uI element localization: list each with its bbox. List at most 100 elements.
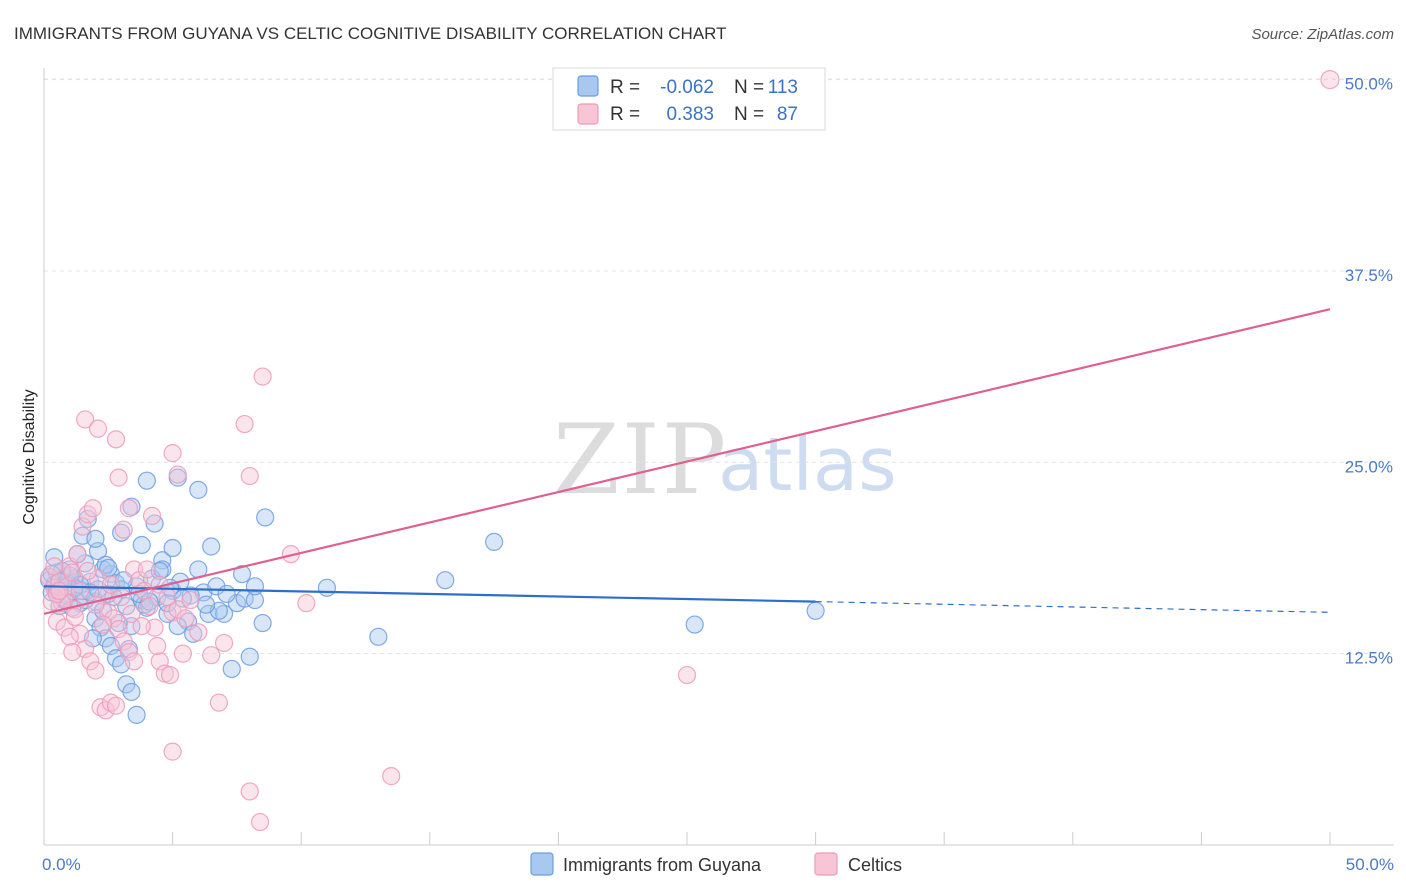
legend-n-label-2: N = xyxy=(734,104,764,125)
celtics-point-10 xyxy=(68,545,87,564)
celtics-point-43 xyxy=(160,665,180,685)
celtics-point-46 xyxy=(173,644,192,663)
guyana-point-81 xyxy=(436,571,455,590)
trend-line-celtics xyxy=(43,308,1331,615)
legend-r-label-2: R = xyxy=(610,104,640,125)
celtics-point-84 xyxy=(63,643,82,662)
celtics-point-35 xyxy=(119,499,138,518)
y-tick-label-0: 12.5% xyxy=(1345,649,1393,668)
celtics-point-75 xyxy=(70,581,90,600)
celtics-point-45 xyxy=(168,600,187,619)
celtics-point-77 xyxy=(86,595,105,614)
celtics-point-63 xyxy=(297,594,316,613)
guyana-point-50 xyxy=(112,523,131,542)
guyana-point-47 xyxy=(153,551,172,570)
trend-line-guyana-extension xyxy=(815,601,1331,613)
guyana-point-82 xyxy=(485,532,504,552)
celtics-point-17 xyxy=(104,609,123,628)
x-ticks xyxy=(43,832,1331,845)
celtics-point-9 xyxy=(63,563,82,582)
celtics-point-58 xyxy=(214,633,234,653)
axes xyxy=(43,68,1394,846)
celtics-point-26 xyxy=(91,698,110,717)
celtics-point-47 xyxy=(137,560,156,579)
guyana-point-70 xyxy=(222,659,241,679)
guyana-point-53 xyxy=(137,471,156,490)
celtics-point-31 xyxy=(88,419,108,438)
celtics-point-74 xyxy=(65,607,84,627)
bottom-legend-swatch-guyana xyxy=(530,852,554,876)
guyana-point-108 xyxy=(217,584,236,604)
y-tick-labels: 12.5% 25.0% 37.5% 50.0% xyxy=(1345,75,1393,668)
celtics-point-61 xyxy=(253,367,272,386)
trend-line-guyana xyxy=(43,585,816,603)
celtics-point-24 xyxy=(81,652,100,671)
celtics-point-55 xyxy=(189,623,208,642)
bottom-legend-label-celtics: Celtics xyxy=(848,855,902,875)
guyana-point-36 xyxy=(86,529,105,548)
celtics-point-82 xyxy=(132,616,151,636)
celtics-point-53 xyxy=(176,609,195,628)
guyana-point-104 xyxy=(140,592,159,611)
celtics-point-20 xyxy=(119,643,138,662)
guyana-point-107 xyxy=(196,595,216,614)
celtics-point-52 xyxy=(168,465,187,484)
guyana-point-80 xyxy=(369,627,388,646)
guyana-point-67 xyxy=(189,480,208,499)
celtics-point-67 xyxy=(382,767,401,786)
legend-r-value-1: -0.062 xyxy=(660,77,714,98)
guyana-point-76 xyxy=(256,508,275,527)
celtics-point-32 xyxy=(106,430,126,449)
legend-r-value-2: 0.383 xyxy=(666,104,714,125)
guyana-point-79 xyxy=(317,578,337,597)
celtics-point-36 xyxy=(124,560,144,579)
celtics-point-59 xyxy=(235,414,254,434)
series-celtics-points xyxy=(40,70,1340,832)
guyana-point-75 xyxy=(253,613,272,633)
celtics-point-79 xyxy=(101,575,120,594)
legend-n-label-1: N = xyxy=(734,77,764,98)
celtics-point-54 xyxy=(181,590,200,610)
celtics-point-29 xyxy=(106,696,126,715)
guyana-point-68 xyxy=(202,537,221,556)
bottom-legend: Immigrants from Guyana Celtics xyxy=(530,852,902,876)
celtics-point-57 xyxy=(209,693,228,712)
celtics-point-65 xyxy=(240,782,259,801)
y-tick-label-2: 37.5% xyxy=(1345,266,1393,285)
celtics-point-39 xyxy=(140,597,159,616)
legend-swatch-celtics xyxy=(577,103,599,125)
celtics-point-34 xyxy=(114,520,133,539)
guyana-point-69 xyxy=(214,604,234,623)
celtics-point-78 xyxy=(94,615,113,634)
legend-r-label-1: R = xyxy=(610,77,640,98)
celtics-point-25 xyxy=(86,661,105,680)
celtics-point-33 xyxy=(109,468,128,487)
watermark-atlas: atlas xyxy=(718,422,897,508)
trend-lines xyxy=(43,308,1331,615)
watermark: ZIP atlas xyxy=(553,404,897,516)
celtics-point-66 xyxy=(250,812,270,832)
celtics-point-85 xyxy=(50,581,69,600)
guyana-point-35 xyxy=(127,705,146,724)
celtics-point-76 xyxy=(78,561,97,581)
y-tick-label-3: 50.0% xyxy=(1345,75,1393,94)
y-tick-label-1: 25.0% xyxy=(1345,457,1393,476)
x-tick-label-min: 0.0% xyxy=(42,855,81,874)
guyana-point-84 xyxy=(806,601,825,620)
celtics-point-60 xyxy=(240,466,259,486)
guyana-point-52 xyxy=(132,535,151,555)
guyana-point-34 xyxy=(122,682,141,702)
chart-title: IMMIGRANTS FROM GUYANA VS CELTIC COGNITI… xyxy=(14,24,727,43)
x-tick-label-max: 50.0% xyxy=(1346,855,1394,874)
celtics-point-48 xyxy=(142,506,162,525)
legend-box: R = -0.062 N = 113 R = 0.383 N = 87 xyxy=(552,67,826,131)
celtics-point-50 xyxy=(158,587,177,607)
celtics-point-71 xyxy=(47,584,66,604)
celtics-point-28 xyxy=(101,693,120,712)
guyana-point-73 xyxy=(240,647,259,666)
celtics-point-64 xyxy=(163,742,182,761)
celtics-point-81 xyxy=(122,604,141,623)
guyana-point-77 xyxy=(232,564,252,584)
celtics-point-19 xyxy=(114,632,133,651)
